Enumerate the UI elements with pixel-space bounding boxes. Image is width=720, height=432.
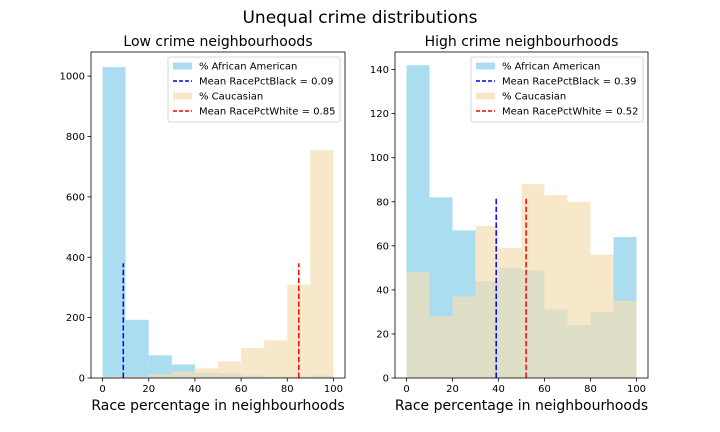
x-tick-label: 80 xyxy=(584,384,597,395)
high-crime-panel: 0 20 40 60 80 100 0 20 40 60 80 100 120 140 High crime… xyxy=(370,34,649,414)
legend-box xyxy=(470,56,644,123)
caucasian-bar xyxy=(218,361,242,378)
y-tick-label: 80 xyxy=(376,197,389,208)
y-tick-label: 100 xyxy=(370,153,389,164)
legend-label: % Caucasian xyxy=(199,92,263,103)
legend-label: Mean RacePctWhite = 0.85 xyxy=(199,107,335,118)
x-tick-label: 0 xyxy=(403,384,409,395)
caucasian-bar xyxy=(475,226,499,378)
y-tick-label: 400 xyxy=(66,253,85,264)
legend-swatch xyxy=(476,62,495,70)
x-tick-label: 60 xyxy=(235,384,248,395)
caucasian-bar xyxy=(429,316,453,378)
caucasian-bar xyxy=(125,376,149,378)
caucasian-bar xyxy=(194,368,218,378)
y-tick-label: 600 xyxy=(66,192,85,203)
x-axis-label: Race percentage in neighbourhoods xyxy=(91,398,344,414)
legend-label: % African American xyxy=(502,62,600,73)
caucasian-bar xyxy=(264,340,288,378)
x-tick-label: 60 xyxy=(538,384,551,395)
legend-swatch xyxy=(173,92,192,100)
caucasian-bar xyxy=(102,376,126,378)
legend-label: % African American xyxy=(199,62,297,73)
x-tick-label: 40 xyxy=(492,384,505,395)
caucasian-bar xyxy=(613,300,637,378)
y-tick-label: 60 xyxy=(376,241,389,252)
legend: % African American Mean RacePctBlack = 0.… xyxy=(167,56,341,123)
caucasian-bar xyxy=(590,254,614,378)
y-tick-label: 1000 xyxy=(60,72,85,83)
legend-label: % Caucasian xyxy=(502,92,566,103)
caucasian-bar xyxy=(406,272,430,378)
y-tick-label: 40 xyxy=(376,285,389,296)
caucasian-bar xyxy=(171,371,195,378)
caucasian-bar xyxy=(310,150,334,378)
y-tick-label: 0 xyxy=(383,374,389,385)
y-tick-label: 120 xyxy=(370,109,389,120)
x-tick-label: 100 xyxy=(627,384,646,395)
figure-suptitle: Unequal crime distributions xyxy=(242,8,477,28)
legend-box xyxy=(167,56,341,123)
legend-label: Mean RacePctBlack = 0.09 xyxy=(199,77,333,88)
caucasian-bar xyxy=(148,374,172,378)
y-tick-label: 0 xyxy=(79,374,85,385)
legend-label: Mean RacePctWhite = 0.52 xyxy=(502,107,638,118)
x-axis-label: Race percentage in neighbourhoods xyxy=(395,398,648,414)
caucasian-bar xyxy=(498,248,522,378)
x-tick-label: 100 xyxy=(324,384,343,395)
caucasian-bar xyxy=(544,195,568,378)
caucasian-bar xyxy=(287,284,311,378)
african-american-bar xyxy=(125,319,149,378)
axes-frame xyxy=(90,51,346,379)
legend-swatch xyxy=(476,92,495,100)
african-american-bar xyxy=(102,67,126,378)
legend: % African American Mean RacePctBlack = 0.… xyxy=(470,56,644,123)
x-tick-label: 80 xyxy=(281,384,294,395)
legend-swatch xyxy=(173,62,192,70)
y-tick-label: 140 xyxy=(370,65,389,76)
panel-title: High crime neighbourhoods xyxy=(425,34,619,50)
caucasian-bar xyxy=(521,184,545,378)
panel-title: Low crime neighbourhoods xyxy=(123,34,312,50)
x-tick-label: 40 xyxy=(189,384,202,395)
caucasian-bar xyxy=(567,201,591,378)
axes-frame xyxy=(394,51,649,379)
caucasian-bar xyxy=(241,347,265,378)
x-tick-label: 20 xyxy=(142,384,155,395)
x-tick-label: 20 xyxy=(446,384,459,395)
legend-label: Mean RacePctBlack = 0.39 xyxy=(502,77,636,88)
y-tick-label: 20 xyxy=(376,329,389,340)
caucasian-bar xyxy=(452,296,476,378)
african-american-bar xyxy=(148,355,172,378)
x-tick-label: 0 xyxy=(99,384,105,395)
y-tick-label: 200 xyxy=(66,313,85,324)
y-tick-label: 800 xyxy=(66,132,85,143)
